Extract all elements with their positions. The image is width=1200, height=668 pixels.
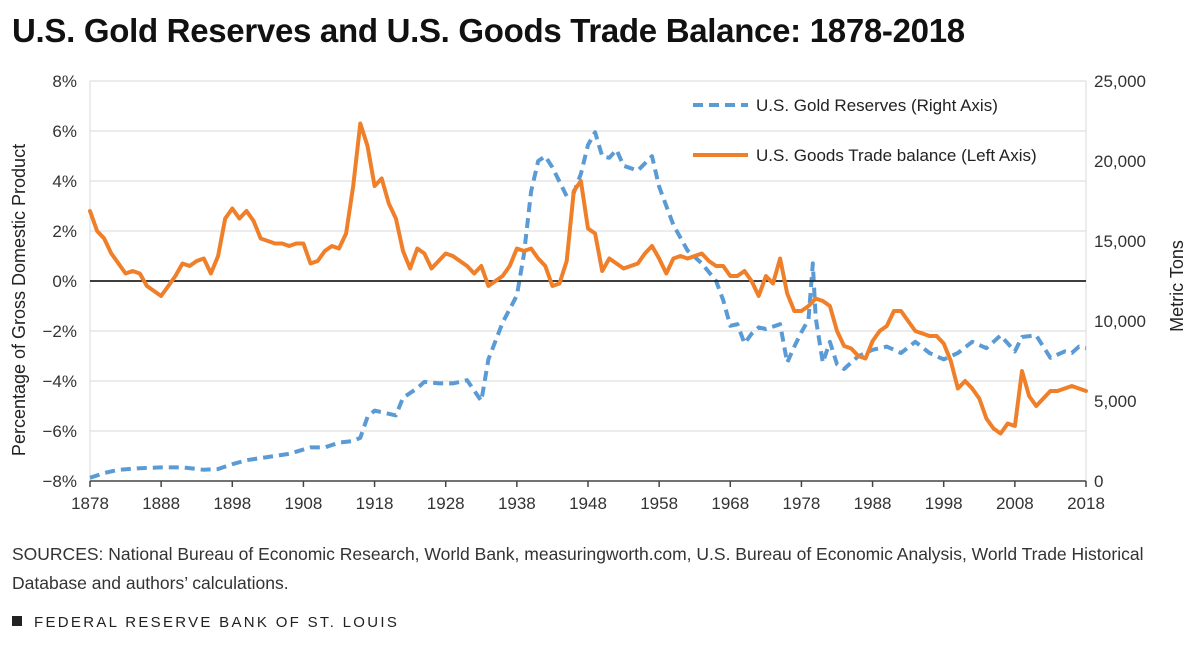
x-tick-label: 1898 — [213, 494, 251, 513]
y-left-tick-label: 0% — [52, 272, 77, 291]
y-left-tick-label: 8% — [52, 72, 77, 91]
x-tick-label: 1938 — [498, 494, 536, 513]
y-left-axis: 8% 6% 4% 2% 0% −2% −4% −6% −8% — [43, 72, 78, 491]
y-right-tick-label: 0 — [1094, 472, 1103, 491]
y-right-tick-label: 5,000 — [1094, 392, 1137, 411]
x-tick-label: 2018 — [1067, 494, 1105, 513]
footer: FEDERAL RESERVE BANK OF ST. LOUIS — [12, 614, 399, 631]
x-tick-label: 1958 — [640, 494, 678, 513]
legend-gold-label: U.S. Gold Reserves (Right Axis) — [756, 96, 998, 115]
y-left-tick-label: −8% — [43, 472, 78, 491]
legend: U.S. Gold Reserves (Right Axis) U.S. Goo… — [693, 96, 1037, 165]
x-tick-label: 1918 — [356, 494, 394, 513]
y-left-tick-label: 2% — [52, 222, 77, 241]
footer-square-icon — [12, 616, 22, 626]
x-tick-label: 1988 — [854, 494, 892, 513]
y-right-tick-label: 15,000 — [1094, 232, 1146, 251]
y-right-tick-label: 10,000 — [1094, 312, 1146, 331]
series-layer — [88, 121, 1088, 480]
x-tick-label: 1878 — [71, 494, 109, 513]
y-left-tick-label: 6% — [52, 122, 77, 141]
footer-label: FEDERAL RESERVE BANK OF ST. LOUIS — [34, 614, 400, 631]
series-line-trade-balance — [88, 121, 1088, 436]
y-left-tick-label: −4% — [43, 372, 78, 391]
x-tick-label: 1998 — [925, 494, 963, 513]
series-line-gold-reserves — [89, 130, 1087, 480]
x-tick-label: 1888 — [142, 494, 180, 513]
y-right-tick-label: 25,000 — [1094, 72, 1146, 91]
x-tick-label: 2008 — [996, 494, 1034, 513]
sources-note: SOURCES: National Bureau of Economic Res… — [12, 544, 1144, 593]
y-left-tick-label: 4% — [52, 172, 77, 191]
y-right-tick-label: 20,000 — [1094, 152, 1146, 171]
y-right-axis-label: Metric Tons — [1167, 240, 1187, 332]
x-tick-label: 1908 — [285, 494, 323, 513]
chart: 8% 6% 4% 2% 0% −2% −4% −6% −8% 25,000 20,000 15,00… — [9, 72, 1187, 513]
chart-title: U.S. Gold Reserves and U.S. Goods Trade … — [12, 12, 965, 49]
y-left-axis-label: Percentage of Gross Domestic Product — [9, 144, 29, 456]
x-tick-label: 1968 — [711, 494, 749, 513]
y-right-axis: 25,000 20,000 15,000 10,000 5,000 0 — [1094, 72, 1146, 491]
x-tick-label: 1928 — [427, 494, 465, 513]
x-axis: 1878 1888 1898 1908 1918 1928 1938 1948 1958 1968… — [71, 480, 1105, 513]
x-tick-label: 1978 — [783, 494, 821, 513]
y-left-tick-label: −2% — [43, 322, 78, 341]
x-tick-label: 1948 — [569, 494, 607, 513]
y-left-tick-label: −6% — [43, 422, 78, 441]
legend-trade-label: U.S. Goods Trade balance (Left Axis) — [756, 146, 1037, 165]
